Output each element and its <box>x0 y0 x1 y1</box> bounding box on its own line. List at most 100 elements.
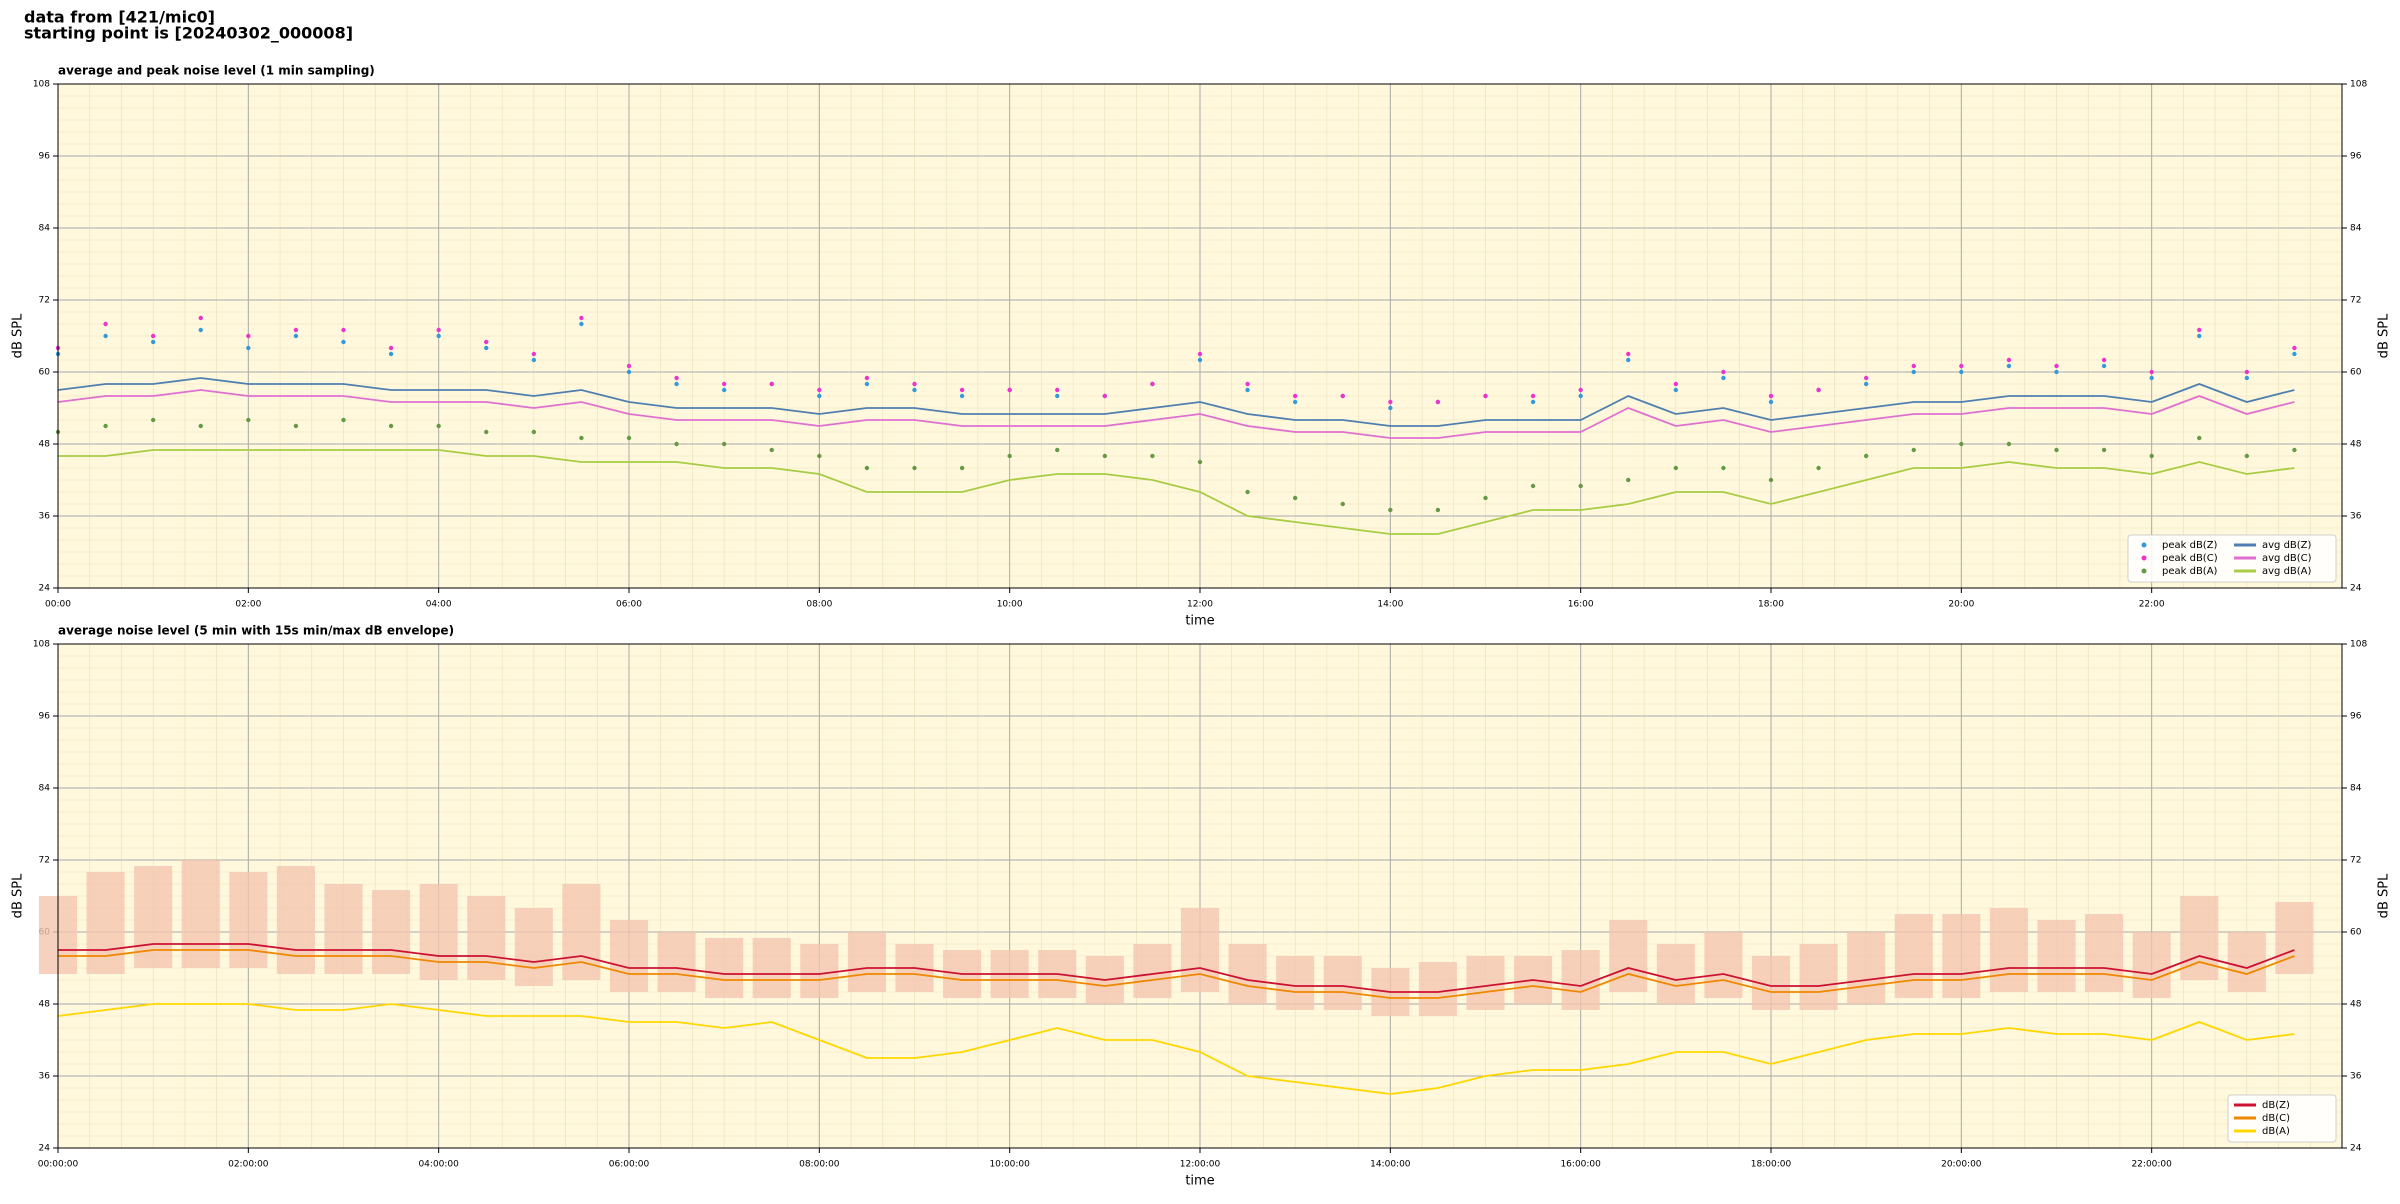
x-axis-label: time <box>1185 614 1214 629</box>
peak-point <box>531 351 537 357</box>
envelope-bar <box>467 896 506 980</box>
x-tick-label: 18:00 <box>1758 600 1784 610</box>
envelope-bar <box>1704 932 1743 998</box>
series-line <box>57 1003 2295 1095</box>
x-tick-label: 06:00 <box>616 600 642 610</box>
envelope-bar <box>752 938 791 998</box>
peak-point <box>817 453 822 459</box>
y2-axis-label: dB SPL <box>2377 873 2392 918</box>
peak-point <box>293 327 299 333</box>
envelope-bar <box>1276 956 1315 1010</box>
peak-point <box>1673 387 1679 393</box>
peak-point <box>341 327 346 333</box>
peak-point <box>1768 393 1774 399</box>
peak-point <box>1626 351 1631 357</box>
peak-point <box>1816 465 1821 471</box>
y-tick-label: 24 <box>39 1144 51 1154</box>
peak-point <box>246 417 251 423</box>
x-tick-label: 04:00:00 <box>418 1160 459 1170</box>
peak-point <box>769 381 774 387</box>
peak-point <box>198 315 203 321</box>
x-tick-label: 12:00:00 <box>1180 1160 1221 1170</box>
peak-point <box>2101 363 2107 369</box>
peak-point <box>1626 357 1631 363</box>
y-axis-label: dB SPL <box>11 873 26 918</box>
plot-frame <box>57 83 2343 589</box>
peak-point <box>2006 357 2012 363</box>
envelope-bar <box>1323 956 1362 1010</box>
series-line <box>58 949 2295 999</box>
peak-point <box>103 423 108 429</box>
y2-tick-label: 72 <box>2350 856 2361 866</box>
x-tick-label: 18:00:00 <box>1751 1160 1792 1170</box>
y-tick-label: 72 <box>39 856 50 866</box>
peak-point <box>1435 507 1441 513</box>
y2-tick-label: 36 <box>2350 512 2362 522</box>
peak-point <box>1197 357 1203 363</box>
y2-tick-label: 96 <box>2350 712 2362 722</box>
peak-point <box>1816 387 1821 393</box>
legend-box <box>2127 534 2337 583</box>
y2-tick-label: 96 <box>2350 152 2362 162</box>
peak-point <box>2292 345 2297 351</box>
peak-point <box>1530 399 1536 405</box>
peak-point <box>817 387 822 393</box>
chart-title: average and peak noise level (1 min samp… <box>58 64 375 78</box>
envelope-bar <box>800 944 839 998</box>
peak-point <box>246 333 251 339</box>
envelope-bar <box>372 890 411 974</box>
x-axis-label: time <box>1185 1174 1214 1189</box>
legend-label: dB(A) <box>2262 1126 2290 1137</box>
peak-point <box>1483 495 1488 501</box>
envelope-bar <box>181 860 220 968</box>
envelope-bar <box>657 932 696 992</box>
peak-point <box>150 333 156 339</box>
peak-point <box>341 417 346 423</box>
peak-point <box>1673 381 1679 387</box>
envelope-bar <box>324 884 363 974</box>
legend-label: peak dB(C) <box>2162 553 2218 564</box>
peak-point <box>2149 375 2154 381</box>
x-tick-label: 00:00:00 <box>38 1160 79 1170</box>
peak-point <box>341 339 346 345</box>
peak-point <box>721 381 727 387</box>
envelope-bar <box>419 884 458 980</box>
peak-point <box>1578 483 1583 489</box>
peak-point <box>1102 453 1108 459</box>
peak-point <box>1102 393 1108 399</box>
y-tick-label: 96 <box>39 152 51 162</box>
legend-marker <box>2141 568 2147 574</box>
legend-label: avg dB(C) <box>2262 553 2312 564</box>
peak-point <box>1292 393 1298 399</box>
peak-point <box>721 441 727 447</box>
legend-label: avg dB(A) <box>2262 566 2312 577</box>
series-line <box>58 943 2295 993</box>
peak-point <box>2292 351 2297 357</box>
peak-point <box>1197 351 1203 357</box>
envelope-bar <box>86 872 125 974</box>
y2-tick-label: 36 <box>2350 1072 2362 1082</box>
peak-point <box>2054 363 2059 369</box>
peak-point <box>1530 483 1536 489</box>
peak-point <box>1292 399 1298 405</box>
peak-point <box>1768 477 1774 483</box>
x-tick-label: 22:00 <box>2139 600 2165 610</box>
envelope-bar <box>2275 902 2314 974</box>
x-tick-label: 22:00:00 <box>2131 1160 2172 1170</box>
peak-point <box>1150 453 1155 459</box>
envelope-bar <box>1942 914 1981 998</box>
peak-point <box>1721 465 1726 471</box>
envelope-bar <box>1180 908 1220 992</box>
peak-point <box>1388 399 1393 405</box>
y2-tick-label: 84 <box>2350 224 2362 234</box>
peak-point <box>2197 333 2202 339</box>
legend-marker <box>2141 542 2147 548</box>
x-tick-label: 20:00 <box>1948 600 1974 610</box>
x-tick-label: 14:00 <box>1377 600 1403 610</box>
peak-point <box>531 357 537 363</box>
peak-point <box>579 321 584 327</box>
x-tick-label: 08:00 <box>806 600 832 610</box>
y-tick-label: 72 <box>39 296 50 306</box>
peak-point <box>436 423 441 429</box>
